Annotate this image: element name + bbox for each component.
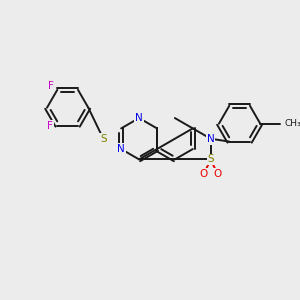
Text: F: F <box>47 121 53 130</box>
Text: O: O <box>200 169 208 179</box>
Text: N: N <box>135 113 143 123</box>
Text: N: N <box>207 134 214 144</box>
Text: S: S <box>100 134 106 144</box>
Text: S: S <box>207 154 214 164</box>
Text: CH₃: CH₃ <box>285 119 300 128</box>
Text: F: F <box>48 81 54 91</box>
Text: N: N <box>117 144 125 154</box>
Text: O: O <box>213 169 222 179</box>
